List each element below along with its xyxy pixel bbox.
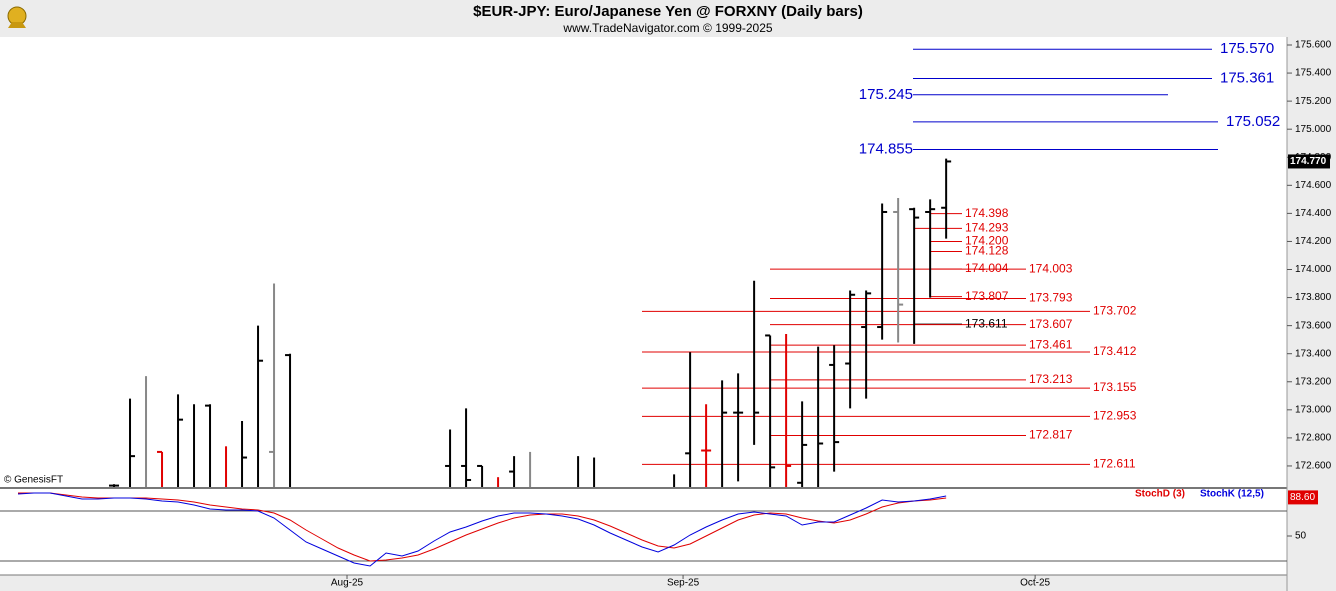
- legend-entry: StochD (3): [1135, 489, 1185, 500]
- y-tick-label: 50: [1295, 531, 1307, 542]
- level-label: 173.155: [1093, 380, 1137, 394]
- level-label: 174.004: [965, 261, 1009, 275]
- y-tick-label: 173.400: [1295, 348, 1332, 359]
- y-tick-label: 175.400: [1295, 68, 1332, 79]
- credit: © GenesisFT: [4, 475, 63, 486]
- level-label: 174.003: [1029, 261, 1073, 275]
- x-tick-label: Oct-25: [1020, 578, 1050, 589]
- y-tick-label: 175.600: [1295, 40, 1332, 51]
- level-label: 172.817: [1029, 428, 1073, 442]
- time-axis-bg: [0, 575, 1287, 591]
- y-tick-label: 174.600: [1295, 180, 1332, 191]
- y-tick-label: 173.000: [1295, 404, 1332, 415]
- level-label: 173.412: [1093, 344, 1137, 358]
- level-label: 173.213: [1029, 372, 1073, 386]
- last-price-label: 174.770: [1290, 156, 1327, 167]
- level-label: 174.293: [965, 221, 1009, 235]
- level-label: 173.607: [1029, 317, 1073, 331]
- x-tick-label: Aug-25: [331, 578, 364, 589]
- y-tick-label: 172.800: [1295, 433, 1332, 444]
- stoch-line: [18, 492, 947, 562]
- y-tick-label: 174.400: [1295, 208, 1332, 219]
- y-tick-label: 173.600: [1295, 320, 1332, 331]
- stoch-line: [17, 492, 947, 567]
- level-label: 173.702: [1093, 303, 1137, 317]
- last-value-box: [1288, 490, 1318, 505]
- level-label: 175.570: [1220, 40, 1274, 57]
- level-label: 174.855: [859, 141, 913, 158]
- y-tick-label: 173.200: [1295, 376, 1332, 387]
- price-axis-bg: [1287, 37, 1336, 591]
- price-panel: [0, 37, 1287, 487]
- level-label: 172.611: [1093, 457, 1136, 471]
- header-bg: [0, 0, 1336, 37]
- x-tick-label: Sep-25: [667, 578, 700, 589]
- level-label: 172.953: [1093, 409, 1137, 423]
- last-price-box: [1288, 154, 1330, 169]
- level-label: 173.807: [965, 289, 1009, 303]
- y-tick-label: 173.800: [1295, 292, 1332, 303]
- last-value-label: 88.60: [1290, 492, 1315, 503]
- price-plot: [109, 48, 1218, 487]
- y-tick-label: 175.200: [1295, 96, 1332, 107]
- level-label: 173.793: [1029, 291, 1073, 305]
- level-label: 175.361: [1220, 70, 1274, 87]
- stoch-plot: [0, 492, 1287, 567]
- level-label: 173.611: [965, 316, 1008, 330]
- legend-entry: StochK (12,5): [1200, 489, 1264, 500]
- y-tick-label: 174.000: [1295, 264, 1332, 275]
- level-label: 174.128: [965, 244, 1009, 258]
- y-tick-label: 174.200: [1295, 236, 1332, 247]
- logo: [7, 6, 27, 28]
- level-label: 175.052: [1226, 113, 1280, 130]
- level-label: 174.398: [965, 206, 1009, 220]
- y-tick-label: 172.600: [1295, 461, 1332, 472]
- overlay: 175.600175.400175.200175.000174.800174.6…: [4, 40, 1332, 589]
- level-label: 175.245: [859, 86, 913, 103]
- level-label: 173.461: [1029, 337, 1073, 351]
- y-tick-label: 175.000: [1295, 124, 1332, 135]
- chart-subtitle: www.TradeNavigator.com © 1999-2025: [562, 21, 772, 35]
- level-label: 174.200: [965, 234, 1009, 248]
- chart-title: $EUR-JPY: Euro/Japanese Yen @ FORXNY (Da…: [473, 3, 863, 20]
